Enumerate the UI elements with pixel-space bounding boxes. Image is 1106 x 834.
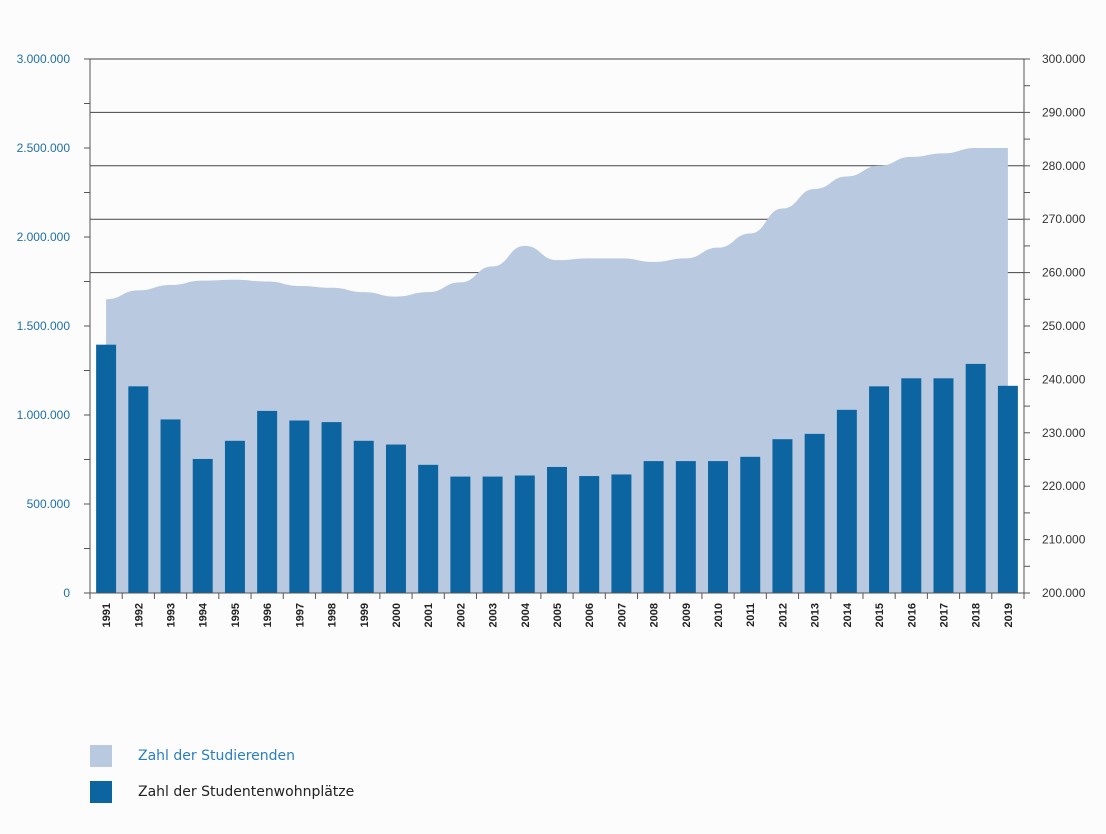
- x-tick-label: 1993: [166, 603, 178, 627]
- x-tick-label: 2015: [874, 603, 886, 627]
- bar-2005: [547, 466, 567, 593]
- left-tick-label: 2.500.000: [17, 141, 71, 155]
- bar-1998: [321, 422, 342, 593]
- bar-2019: [997, 385, 1018, 593]
- right-tick-label: 300.000: [1042, 52, 1086, 66]
- bar-1993: [160, 419, 181, 593]
- x-tick-label: 2012: [777, 603, 789, 627]
- left-tick-label: 1.500.000: [17, 319, 71, 333]
- x-tick-label: 2001: [423, 603, 435, 627]
- legend-swatch-housing: [90, 781, 112, 803]
- right-tick-label: 260.000: [1042, 266, 1086, 280]
- right-tick-label: 210.000: [1042, 533, 1086, 547]
- bar-2000: [385, 444, 406, 593]
- left-tick-label: 1.000.000: [17, 408, 71, 422]
- x-tick-label: 2019: [1003, 603, 1015, 627]
- bar-2015: [869, 386, 890, 593]
- bar-2001: [418, 464, 439, 593]
- legend-swatch-students: [90, 745, 112, 767]
- bar-2004: [514, 475, 535, 593]
- right-tick-label: 240.000: [1042, 372, 1086, 386]
- right-tick-label: 250.000: [1042, 319, 1086, 333]
- left-tick-label: 3.000.000: [17, 52, 71, 66]
- x-tick-label: 2010: [713, 603, 725, 627]
- bar-1994: [192, 458, 213, 593]
- bar-2016: [901, 378, 922, 593]
- right-tick-label: 220.000: [1042, 479, 1086, 493]
- x-tick-label: 2004: [520, 602, 532, 627]
- bar-2012: [772, 439, 793, 593]
- x-tick-label: 1996: [262, 603, 274, 627]
- bar-1999: [353, 440, 374, 593]
- bar-1991: [96, 344, 117, 593]
- bar-2013: [804, 433, 825, 593]
- legend-label-housing: Zahl der Studentenwohnplätze: [138, 784, 355, 800]
- bar-1995: [224, 440, 245, 593]
- x-tick-label: 2003: [488, 603, 500, 627]
- left-tick-label: 500.000: [27, 497, 71, 511]
- legend: Zahl der Studierenden Zahl der Studenten…: [90, 738, 354, 810]
- x-tick-label: 2006: [584, 603, 596, 627]
- bar-2002: [450, 476, 471, 593]
- axes: [84, 58, 1030, 599]
- bar-1992: [128, 386, 149, 593]
- right-tick-label: 200.000: [1042, 586, 1086, 600]
- x-tick-label: 1994: [198, 602, 210, 627]
- x-tick-label: 2005: [552, 603, 564, 627]
- housing-bars: [96, 344, 1018, 593]
- x-tick-label: 2008: [649, 603, 661, 627]
- bar-1996: [257, 410, 278, 593]
- left-axis-tick-labels: 0 500.000 1.000.000 1.500.000 2.000.000 2.500…: [17, 52, 71, 600]
- bar-2014: [836, 409, 857, 593]
- x-tick-label: 1991: [101, 603, 113, 627]
- x-tick-label: 2007: [616, 603, 628, 627]
- x-tick-label: 2000: [391, 603, 403, 627]
- right-tick-label: 230.000: [1042, 426, 1086, 440]
- right-axis-tick-labels: 200.000 210.000 220.000 230.000 240.000 250.0…: [1042, 52, 1086, 600]
- right-tick-label: 270.000: [1042, 212, 1086, 226]
- x-tick-label: 1998: [327, 603, 339, 627]
- legend-item-housing: Zahl der Studentenwohnplätze: [90, 774, 354, 810]
- bar-2008: [643, 461, 664, 593]
- bar-2018: [965, 363, 986, 593]
- legend-item-students: Zahl der Studierenden: [90, 738, 354, 774]
- left-tick-label: 0: [63, 586, 70, 600]
- x-tick-label: 1992: [133, 603, 145, 627]
- x-tick-label: 2014: [842, 602, 854, 627]
- x-tick-label: 2016: [906, 603, 918, 627]
- x-tick-label: 1999: [359, 603, 371, 627]
- bar-2017: [933, 378, 954, 593]
- x-axis-tick-labels: 1991 1992 1993 1994 1995 1996 1997 1998 1999 2000…: [101, 602, 1015, 627]
- x-tick-label: 2011: [745, 603, 757, 627]
- x-tick-label: 2018: [971, 603, 983, 627]
- x-tick-label: 2002: [455, 603, 467, 627]
- x-tick-label: 2013: [810, 603, 822, 627]
- bar-2011: [740, 456, 761, 593]
- x-tick-label: 1997: [294, 603, 306, 627]
- x-tick-label: 1995: [230, 603, 242, 627]
- right-tick-label: 290.000: [1042, 105, 1086, 119]
- bar-2010: [708, 461, 729, 593]
- bar-2009: [675, 461, 696, 593]
- bar-2007: [611, 474, 632, 593]
- bar-1997: [289, 420, 310, 593]
- bar-2006: [579, 476, 600, 593]
- legend-label-students: Zahl der Studierenden: [138, 748, 296, 764]
- right-tick-label: 280.000: [1042, 159, 1086, 173]
- x-tick-label: 2009: [681, 603, 693, 627]
- x-tick-label: 2017: [938, 603, 950, 627]
- bar-2003: [482, 476, 503, 593]
- left-tick-label: 2.000.000: [17, 230, 71, 244]
